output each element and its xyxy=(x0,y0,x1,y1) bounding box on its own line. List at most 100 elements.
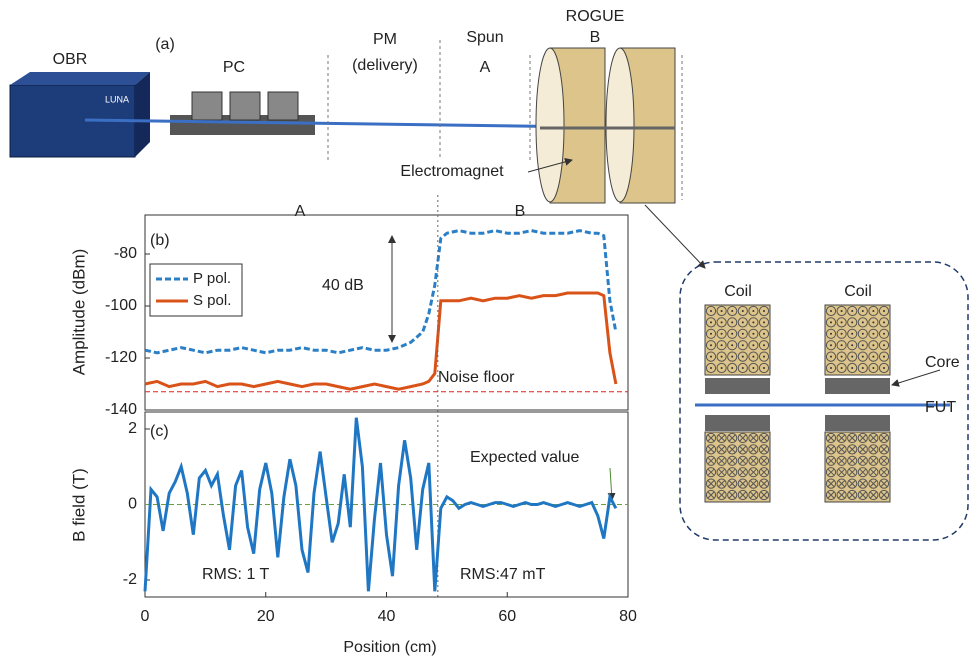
winding-dot xyxy=(841,344,843,346)
winding-dot xyxy=(731,310,733,312)
winding-dot xyxy=(710,310,712,312)
winding-dot xyxy=(752,333,754,335)
winding-dot xyxy=(710,333,712,335)
annotation: RMS:47 mT xyxy=(460,566,546,583)
winding-dot xyxy=(862,367,864,369)
winding-dot xyxy=(731,321,733,323)
winding-dot xyxy=(872,333,874,335)
winding-dot xyxy=(872,344,874,346)
paddle xyxy=(230,92,260,120)
winding-dot xyxy=(830,367,832,369)
winding-dot xyxy=(841,367,843,369)
label: PM xyxy=(373,31,397,48)
winding-dot xyxy=(752,344,754,346)
coil xyxy=(705,432,770,502)
region-label: A xyxy=(295,203,306,220)
winding-dot xyxy=(872,356,874,358)
winding-dot xyxy=(883,333,885,335)
winding-dot xyxy=(851,356,853,358)
y-tick-label: 0 xyxy=(128,496,137,513)
panel-label: (c) xyxy=(150,423,169,440)
winding-dot xyxy=(883,367,885,369)
winding-dot xyxy=(862,321,864,323)
label: A xyxy=(480,59,491,76)
y-axis-label: Amplitude (dBm) xyxy=(69,249,88,376)
winding-dot xyxy=(883,321,885,323)
winding-dot xyxy=(862,356,864,358)
coil xyxy=(825,432,890,502)
winding-dot xyxy=(851,333,853,335)
y-tick-label: -80 xyxy=(114,245,137,262)
legend-label: P pol. xyxy=(193,270,231,287)
label: FUT xyxy=(925,399,956,416)
inset: Coil Coil Core FUT xyxy=(680,262,968,540)
winding-dot xyxy=(742,333,744,335)
winding-dot xyxy=(830,344,832,346)
core xyxy=(825,378,890,394)
coil xyxy=(705,305,770,375)
y-tick-label: -140 xyxy=(105,401,137,418)
label: Coil xyxy=(724,283,752,300)
winding-dot xyxy=(872,310,874,312)
winding-dot xyxy=(830,310,832,312)
winding-dot xyxy=(721,333,723,335)
label: ROGUE xyxy=(566,8,625,25)
y-tick-label: -100 xyxy=(105,297,137,314)
winding-dot xyxy=(742,310,744,312)
winding-dot xyxy=(731,367,733,369)
annotation: RMS: 1 T xyxy=(202,566,270,583)
arrow xyxy=(892,370,940,385)
winding-dot xyxy=(763,333,765,335)
winding-dot xyxy=(721,344,723,346)
label: Core xyxy=(925,354,960,371)
paddle xyxy=(268,92,298,120)
winding-dot xyxy=(851,321,853,323)
winding-dot xyxy=(742,356,744,358)
cylinder-face xyxy=(536,48,564,202)
label: (a) xyxy=(155,36,175,53)
winding-dot xyxy=(742,367,744,369)
winding-dot xyxy=(883,344,885,346)
x-tick-label: 40 xyxy=(378,608,396,625)
winding-dot xyxy=(752,310,754,312)
panel-label: (b) xyxy=(150,232,170,249)
annotation: 40 dB xyxy=(322,277,364,294)
figure: LUNA OBR (a) PC PM (delivery) Spun A ROG… xyxy=(0,0,974,663)
winding-dot xyxy=(710,367,712,369)
winding-dot xyxy=(851,367,853,369)
coil xyxy=(825,305,890,375)
winding-dot xyxy=(721,356,723,358)
winding-dot xyxy=(851,310,853,312)
core xyxy=(705,415,770,431)
cylinder-face xyxy=(606,48,634,202)
winding-dot xyxy=(862,310,864,312)
x-tick-label: 60 xyxy=(498,608,516,625)
winding-dot xyxy=(731,356,733,358)
winding-dot xyxy=(841,356,843,358)
winding-dot xyxy=(721,367,723,369)
winding-dot xyxy=(883,310,885,312)
y-tick-label: -2 xyxy=(123,571,137,588)
winding-dot xyxy=(862,344,864,346)
winding-dot xyxy=(841,310,843,312)
winding-dot xyxy=(841,321,843,323)
winding-dot xyxy=(721,310,723,312)
label: Spun xyxy=(466,29,503,46)
winding-dot xyxy=(763,356,765,358)
winding-dot xyxy=(830,321,832,323)
winding-dot xyxy=(710,344,712,346)
x-tick-label: 0 xyxy=(141,608,150,625)
obr-side xyxy=(135,72,150,157)
winding-dot xyxy=(862,333,864,335)
x-axis-label: Position (cm) xyxy=(343,639,436,656)
legend-label: S pol. xyxy=(193,292,231,309)
label: (delivery) xyxy=(352,57,418,74)
label: Electromagnet xyxy=(400,163,504,180)
winding-dot xyxy=(872,367,874,369)
x-tick-label: 20 xyxy=(257,608,275,625)
annotation: Expected value xyxy=(470,449,580,466)
winding-dot xyxy=(883,356,885,358)
winding-dot xyxy=(763,344,765,346)
winding-dot xyxy=(742,321,744,323)
winding-dot xyxy=(763,321,765,323)
